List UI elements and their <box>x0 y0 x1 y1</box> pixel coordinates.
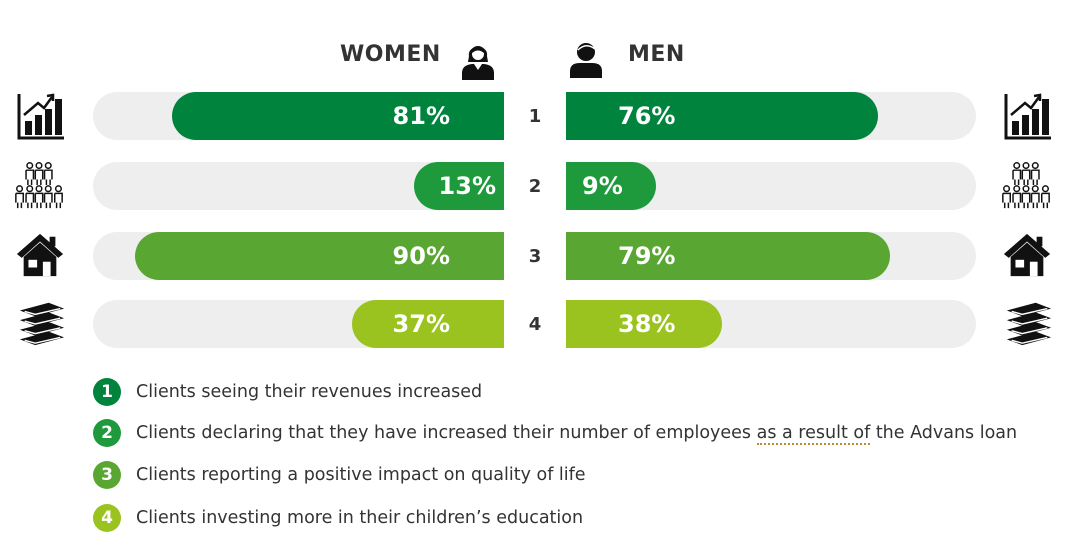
bar-label: 9% <box>582 172 623 200</box>
header-women: WOMEN <box>340 42 441 67</box>
bar-label: 90% <box>392 242 450 270</box>
bar-women: 13% <box>414 162 504 210</box>
books-stack-icon <box>1003 298 1053 348</box>
bar-women: 81% <box>172 92 504 140</box>
row-number: 4 <box>528 314 542 335</box>
man-icon <box>568 40 604 80</box>
bar-men: 76% <box>566 92 878 140</box>
legend-number: 4 <box>93 504 121 532</box>
row-number: 1 <box>528 106 542 127</box>
books-stack-icon <box>16 298 66 348</box>
bar-women: 90% <box>135 232 504 280</box>
bar-chart-growth-icon <box>16 91 66 141</box>
bar-chart-growth-icon <box>1003 91 1053 141</box>
legend-text: Clients reporting a positive impact on q… <box>136 465 586 485</box>
bar-label: 38% <box>618 310 676 338</box>
legend-number: 3 <box>93 461 121 489</box>
bar-label: 76% <box>618 102 676 130</box>
legend-item: 4 Clients investing more in their childr… <box>93 503 583 533</box>
legend-item: 2 Clients declaring that they have incre… <box>93 418 1017 448</box>
legend-text: Clients seeing their revenues increased <box>136 382 483 402</box>
people-group-icon <box>14 160 64 210</box>
people-group-icon <box>1001 160 1051 210</box>
house-icon <box>15 230 65 280</box>
header-men: MEN <box>628 42 685 67</box>
legend-text: Clients declaring that they have increas… <box>136 423 1018 445</box>
bar-women: 37% <box>352 300 504 348</box>
row-number: 2 <box>528 176 542 197</box>
bar-label: 37% <box>392 310 450 338</box>
woman-icon <box>460 40 496 80</box>
legend-text-part: the Advans loan <box>870 423 1018 443</box>
row-number: 3 <box>528 246 542 267</box>
bar-men: 9% <box>566 162 656 210</box>
legend-item: 3 Clients reporting a positive impact on… <box>93 460 586 490</box>
legend-text: Clients investing more in their children… <box>136 508 584 528</box>
spellcheck-underline: as a result of <box>756 423 871 445</box>
legend-item: 1 Clients seeing their revenues increase… <box>93 377 482 407</box>
bar-label: 81% <box>392 102 450 130</box>
bar-men: 79% <box>566 232 890 280</box>
bar-label: 79% <box>618 242 676 270</box>
bar-label: 13% <box>438 172 496 200</box>
house-icon <box>1002 230 1052 280</box>
bar-men: 38% <box>566 300 722 348</box>
legend-number: 2 <box>93 419 121 447</box>
legend-text-part: Clients declaring that they have increas… <box>136 423 757 443</box>
legend-number: 1 <box>93 378 121 406</box>
